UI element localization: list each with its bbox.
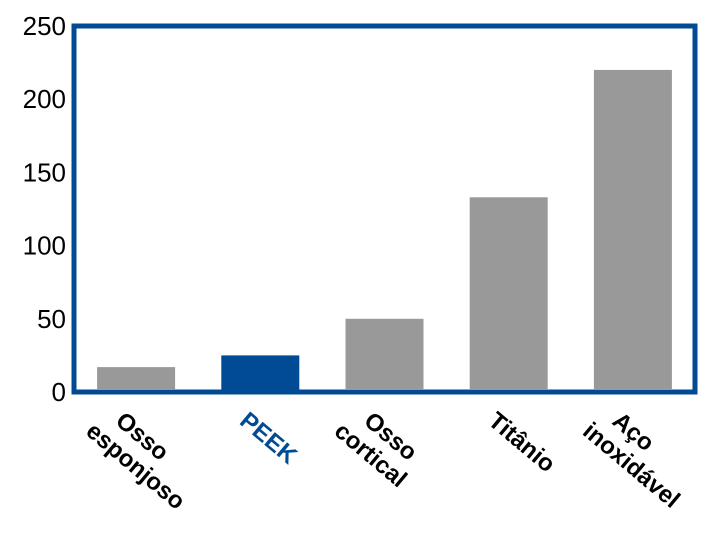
y-tick-label: 100 [23,231,66,261]
bar-series [97,69,672,391]
bar-osso-esponjoso [97,367,176,390]
y-tick-label: 150 [23,157,66,187]
x-category-label: Açoinoxidável [578,397,703,514]
x-category-label: PEEK [235,407,303,470]
chart-frame [71,23,698,395]
x-category-label: Titânio [483,407,560,478]
y-tick-label: 0 [52,377,66,407]
x-category-label: Ossocortical [329,397,429,493]
x-category-label: Ossoesponjoso [81,397,208,516]
y-tick-label: 250 [23,11,66,41]
bar-peek [221,355,300,390]
x-category-label-line: PEEK [235,407,303,470]
x-axis-labels: Ossoesponjoso PEEK Ossocortical Titânio Açoi… [81,397,703,516]
y-axis-ticks: 0 50 100 150 200 250 [23,11,66,407]
x-category-label-line: Titânio [483,407,560,478]
bar-titânio [469,197,548,390]
bar-aço-inoxidável [593,69,672,391]
y-tick-label: 50 [37,304,66,334]
y-tick-label: 200 [23,84,66,114]
bar-osso-cortical [345,318,424,390]
